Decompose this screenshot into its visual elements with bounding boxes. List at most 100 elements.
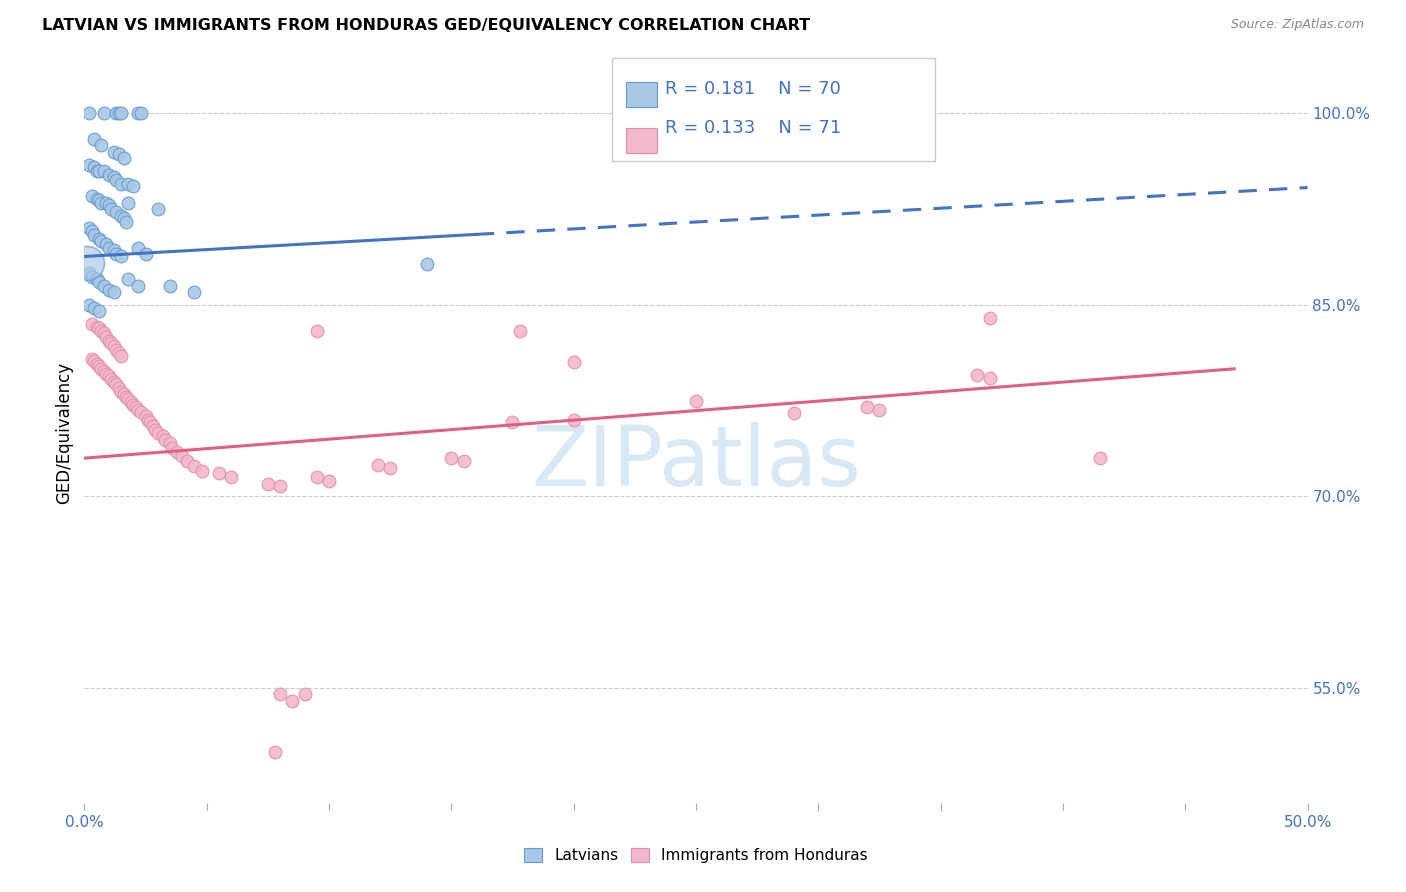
Point bbox=[257, 476, 280, 491]
Point bbox=[509, 324, 531, 338]
Point bbox=[87, 359, 110, 374]
Point bbox=[100, 372, 122, 386]
Point bbox=[86, 164, 108, 178]
Point bbox=[305, 324, 328, 338]
Point bbox=[219, 470, 242, 484]
Point bbox=[176, 453, 198, 467]
Point bbox=[93, 326, 115, 340]
Point bbox=[97, 369, 120, 384]
Point bbox=[117, 272, 139, 286]
Point bbox=[97, 240, 120, 255]
Point bbox=[135, 409, 157, 423]
Point bbox=[440, 451, 463, 466]
Point bbox=[87, 321, 110, 335]
Point bbox=[86, 357, 108, 371]
Text: R = 0.133    N = 71: R = 0.133 N = 71 bbox=[665, 119, 841, 136]
Point bbox=[83, 132, 105, 146]
Point bbox=[122, 398, 145, 412]
Point bbox=[269, 687, 291, 701]
Point bbox=[153, 434, 176, 448]
Point bbox=[103, 285, 125, 300]
Point bbox=[105, 247, 128, 261]
Point bbox=[80, 351, 103, 366]
Point bbox=[856, 400, 879, 414]
Point bbox=[83, 301, 105, 315]
Point bbox=[183, 458, 205, 473]
Point bbox=[96, 236, 118, 251]
Point bbox=[129, 405, 152, 419]
Point bbox=[103, 145, 125, 159]
Point bbox=[159, 435, 181, 450]
Point bbox=[80, 269, 103, 284]
Point bbox=[122, 179, 145, 194]
Point bbox=[90, 361, 112, 376]
Point bbox=[77, 266, 100, 280]
Point bbox=[87, 231, 110, 245]
Point bbox=[110, 106, 132, 120]
Point bbox=[83, 160, 105, 174]
Point bbox=[159, 278, 181, 293]
Point bbox=[86, 319, 108, 334]
Point bbox=[83, 354, 105, 368]
Point bbox=[367, 458, 389, 472]
Point bbox=[97, 334, 120, 348]
Point bbox=[107, 346, 129, 360]
Point bbox=[152, 429, 174, 443]
Point bbox=[294, 687, 316, 701]
Point bbox=[139, 416, 162, 430]
Point bbox=[502, 416, 524, 430]
Point bbox=[115, 215, 138, 229]
Point bbox=[127, 240, 149, 255]
Point bbox=[90, 324, 112, 338]
Point bbox=[127, 278, 149, 293]
Point bbox=[127, 402, 149, 417]
Point bbox=[110, 384, 132, 399]
Point bbox=[86, 192, 108, 206]
Point bbox=[129, 106, 152, 120]
Point bbox=[76, 256, 98, 270]
Point bbox=[208, 467, 231, 481]
Point bbox=[100, 336, 122, 351]
Point bbox=[105, 106, 128, 120]
Point bbox=[83, 227, 105, 242]
Point bbox=[93, 278, 115, 293]
Point bbox=[120, 395, 142, 409]
Point bbox=[172, 449, 194, 463]
Point bbox=[142, 419, 165, 434]
Point bbox=[562, 355, 585, 369]
Point bbox=[80, 317, 103, 331]
Point bbox=[105, 343, 128, 357]
Point bbox=[117, 195, 139, 210]
Text: R = 0.181    N = 70: R = 0.181 N = 70 bbox=[665, 80, 841, 98]
Point bbox=[97, 198, 120, 212]
Point bbox=[112, 151, 135, 165]
Point bbox=[979, 310, 1001, 325]
Point bbox=[90, 234, 112, 248]
Point bbox=[966, 368, 988, 383]
Point bbox=[264, 745, 287, 759]
Point bbox=[117, 392, 139, 407]
Point bbox=[453, 453, 475, 467]
Point bbox=[103, 170, 125, 185]
Point bbox=[127, 106, 149, 120]
Point bbox=[112, 211, 135, 226]
Point bbox=[416, 257, 439, 271]
Point bbox=[107, 106, 129, 120]
Point bbox=[103, 243, 125, 257]
Point bbox=[305, 470, 328, 484]
Point bbox=[979, 370, 1001, 384]
Point bbox=[86, 272, 108, 286]
Point bbox=[166, 444, 188, 458]
Point bbox=[1088, 451, 1111, 466]
Point bbox=[97, 168, 120, 182]
Point bbox=[281, 694, 304, 708]
Text: ZIPatlas: ZIPatlas bbox=[531, 422, 860, 503]
Point bbox=[110, 177, 132, 191]
Point bbox=[146, 425, 169, 440]
Point bbox=[110, 349, 132, 363]
Point bbox=[125, 400, 148, 414]
Point bbox=[96, 367, 118, 381]
Point bbox=[380, 461, 402, 475]
Point bbox=[96, 330, 118, 344]
Point bbox=[87, 304, 110, 318]
